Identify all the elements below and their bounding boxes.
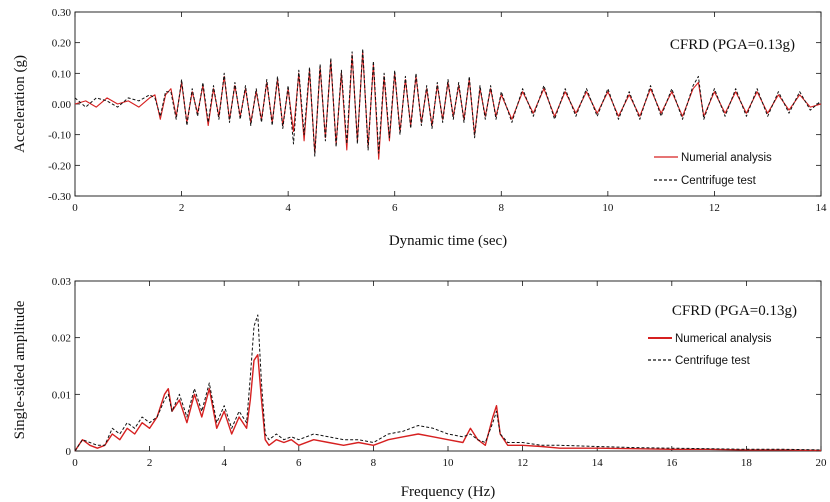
y-tick-label: 0.00 [52, 99, 72, 111]
y-tick-label: -0.10 [48, 130, 71, 142]
y-tick-label: 0.20 [52, 38, 72, 50]
y-tick-label: 0 [66, 446, 72, 458]
x-axis-title: Frequency (Hz) [401, 484, 496, 500]
x-tick-label: 2 [147, 457, 153, 469]
x-tick-label: 14 [816, 202, 828, 214]
series-lines [74, 48, 822, 160]
series-line-numerical [74, 354, 822, 452]
x-tick-label: 20 [816, 457, 828, 469]
legend-label-centrifuge: Centrifuge test [675, 355, 751, 367]
y-tick-label: 0.30 [52, 7, 72, 19]
series-line-numerical [74, 51, 822, 160]
y-axis-title: Acceleration (g) [12, 55, 28, 153]
x-tick-label: 2 [179, 202, 185, 214]
y-axis: 0 0.01 0.02 0.03 [52, 276, 821, 458]
x-tick-label: 6 [296, 457, 302, 469]
x-tick-label: 18 [741, 457, 753, 469]
series-line-centrifuge [74, 48, 822, 157]
y-tick-label: 0.03 [52, 276, 72, 288]
x-tick-label: 8 [371, 457, 377, 469]
y-tick-label: 0.02 [52, 333, 71, 345]
x-tick-label: 8 [499, 202, 505, 214]
legend: Numerial analysis Centrifuge test [654, 152, 772, 187]
x-tick-label: 0 [72, 202, 78, 214]
x-axis-title: Dynamic time (sec) [389, 233, 507, 249]
x-tick-label: 6 [392, 202, 398, 214]
legend: Numerical analysis Centrifuge test [648, 333, 772, 367]
chart-annotation: CFRD (PGA=0.13g) [672, 303, 797, 319]
x-tick-label: 12 [517, 457, 528, 469]
x-tick-label: 4 [285, 202, 291, 214]
x-tick-label: 0 [72, 457, 78, 469]
x-tick-label: 4 [221, 457, 227, 469]
x-axis: 0 2 4 6 8 10 12 14 [72, 12, 827, 214]
series-line-centrifuge [74, 314, 822, 452]
y-tick-label: -0.20 [48, 160, 71, 172]
y-axis-title: Single-sided amplitude [12, 300, 28, 439]
x-tick-label: 14 [592, 457, 604, 469]
y-tick-label: -0.30 [48, 191, 71, 203]
x-tick-label: 10 [602, 202, 614, 214]
series-lines [74, 314, 822, 452]
x-tick-label: 12 [709, 202, 720, 214]
legend-label-numerical: Numerical analysis [675, 333, 772, 345]
x-tick-label: 10 [443, 457, 455, 469]
x-axis: 0 2 4 6 8 10 12 14 16 18 20 [72, 281, 827, 469]
y-tick-label: 0.01 [52, 389, 71, 401]
chart-annotation: CFRD (PGA=0.13g) [670, 37, 795, 53]
legend-label-numerical: Numerial analysis [681, 152, 772, 164]
spectrum-chart: 0 0.01 0.02 0.03 0 2 4 6 8 10 12 14 16 18 20 Single-s… [12, 276, 827, 500]
acceleration-chart: -0.30 -0.20 -0.10 0.00 0.10 0.20 0.30 0 2 4 6 8 10 1… [12, 7, 827, 249]
x-tick-label: 16 [666, 457, 678, 469]
legend-label-centrifuge: Centrifuge test [681, 175, 757, 187]
y-tick-label: 0.10 [52, 68, 72, 80]
